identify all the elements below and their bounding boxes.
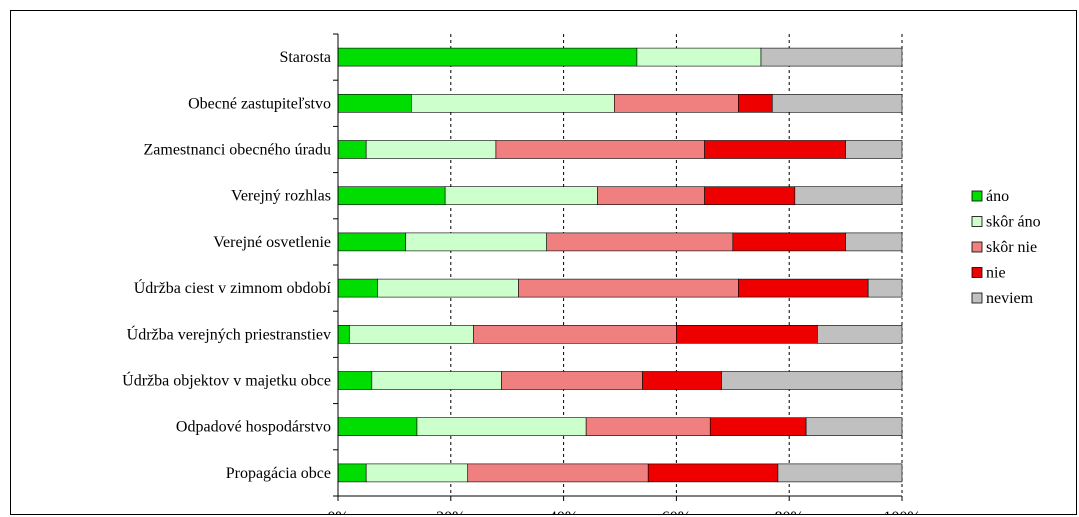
bar-segment bbox=[337, 371, 373, 390]
x-tick-label: 40% bbox=[549, 509, 578, 515]
bar-segment bbox=[337, 417, 418, 437]
x-tick-label: 20% bbox=[436, 509, 465, 515]
category-label: Zamestnanci obecného úradu bbox=[144, 142, 331, 159]
bar-segment bbox=[732, 232, 846, 252]
bar-segment bbox=[337, 140, 367, 159]
legend-swatch bbox=[971, 267, 983, 278]
category-label: Údržba ciest v zimnom období bbox=[134, 278, 332, 297]
x-tick-label: 80% bbox=[775, 509, 804, 515]
bar-segment bbox=[337, 186, 446, 205]
legend-label: nie bbox=[986, 265, 1006, 282]
bar-segment bbox=[760, 47, 903, 67]
bar-segment bbox=[794, 186, 903, 205]
stacked-bar-chart: Starosta Obecné zastupiteľstvo Zamestnanci… bbox=[122, 33, 1041, 515]
bar-segment bbox=[365, 463, 469, 483]
category-label: Verejný rozhlas bbox=[231, 188, 331, 205]
bar-segment bbox=[771, 94, 903, 113]
legend-swatch bbox=[971, 216, 983, 227]
bar-segment bbox=[377, 278, 519, 298]
bar-segment bbox=[704, 186, 796, 205]
bar-segment bbox=[597, 186, 705, 205]
bar-segment bbox=[817, 324, 903, 344]
x-tick-labels: 0% 20% 40% 60% 80% 100% bbox=[327, 509, 920, 515]
bar-segment bbox=[495, 140, 705, 159]
x-tick-label: 0% bbox=[327, 509, 348, 515]
bar-segment bbox=[704, 140, 846, 159]
bar-segment bbox=[337, 232, 406, 252]
bar-segment bbox=[585, 417, 711, 437]
bar-segment bbox=[411, 94, 615, 113]
legend-swatch bbox=[971, 241, 983, 253]
bar-segment bbox=[444, 186, 598, 205]
legend-label: skôr nie bbox=[986, 239, 1037, 256]
bar-segment bbox=[337, 278, 378, 298]
legend-label: skôr áno bbox=[986, 214, 1041, 231]
category-label: Údržba verejných priestranstiev bbox=[127, 324, 331, 343]
bar-segment bbox=[348, 324, 474, 344]
bar-segment bbox=[805, 417, 903, 437]
bar-segment bbox=[636, 47, 762, 67]
bar-segment bbox=[777, 463, 903, 483]
bar-segment bbox=[546, 232, 734, 252]
category-labels: Starosta Obecné zastupiteľstvo Zamestnanci… bbox=[122, 49, 331, 482]
category-label: Údržba objektov v majetku obce bbox=[122, 371, 331, 390]
bar-segment bbox=[337, 324, 350, 344]
bar-segment bbox=[642, 371, 722, 390]
x-tick-label: 60% bbox=[662, 509, 691, 515]
bar-segment bbox=[614, 94, 739, 113]
bar-segment bbox=[518, 278, 739, 298]
x-tick-label: 100% bbox=[883, 509, 920, 515]
bar-segment bbox=[738, 278, 869, 298]
bar-segment bbox=[867, 278, 903, 298]
bar-segment bbox=[845, 140, 903, 159]
legend-label: áno bbox=[986, 188, 1009, 205]
bar-segment bbox=[647, 463, 779, 483]
category-label: Propagácia obce bbox=[226, 465, 331, 482]
category-label: Verejné osvetlenie bbox=[213, 234, 331, 251]
category-label: Odpadové hospodárstvo bbox=[176, 419, 331, 436]
bar-segment bbox=[501, 371, 643, 390]
bar-segment bbox=[365, 140, 497, 159]
legend-label: neviem bbox=[986, 290, 1034, 307]
legend-swatch bbox=[971, 190, 983, 202]
bar-segment bbox=[416, 417, 587, 437]
bar-segment bbox=[721, 371, 903, 390]
bar-segment bbox=[405, 232, 547, 252]
bars bbox=[337, 47, 903, 483]
bar-segment bbox=[709, 417, 807, 437]
bar-segment bbox=[738, 94, 773, 113]
category-label: Starosta bbox=[279, 49, 331, 66]
bar-segment bbox=[467, 463, 649, 483]
bar-segment bbox=[337, 94, 412, 113]
legend-swatch bbox=[971, 292, 983, 304]
bar-segment bbox=[371, 371, 502, 390]
bar-segment bbox=[337, 463, 367, 483]
chart-frame: Starosta Obecné zastupiteľstvo Zamestnanci… bbox=[10, 10, 1077, 515]
bar-segment bbox=[337, 47, 638, 67]
axes bbox=[333, 33, 903, 501]
bar-segment bbox=[845, 232, 903, 252]
bar-segment bbox=[473, 324, 677, 344]
legend: áno skôr áno skôr nie nie neviem bbox=[971, 188, 1041, 307]
bar-segment bbox=[676, 324, 818, 344]
category-label: Obecné zastupiteľstvo bbox=[188, 95, 331, 112]
